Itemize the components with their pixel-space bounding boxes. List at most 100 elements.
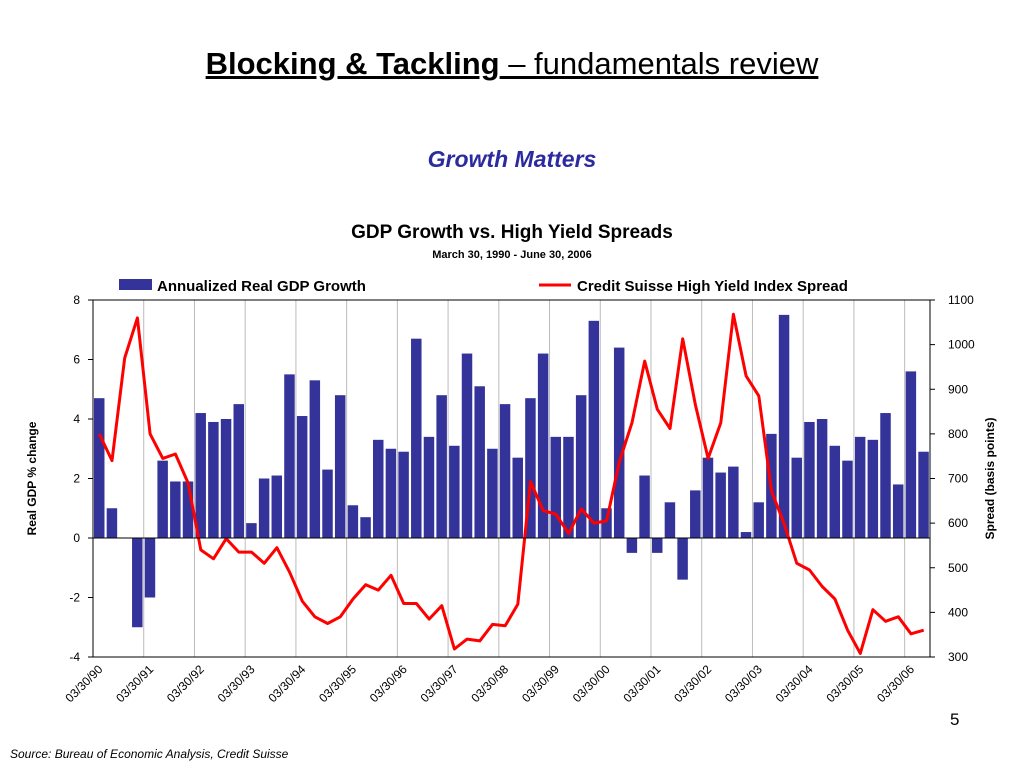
x-tick-label: 03/30/05 (823, 662, 866, 705)
gdp-bar (867, 439, 879, 538)
right-axis-title: Spread (basis points) (983, 417, 997, 539)
x-tick-label: 03/30/02 (671, 662, 714, 705)
gdp-bar (728, 466, 739, 538)
gdp-bar (816, 419, 828, 538)
gdp-bar (664, 502, 676, 538)
left-axis-tick-label: 2 (73, 472, 80, 486)
chart-subtitle: March 30, 1990 - June 30, 2006 (432, 249, 592, 261)
right-axis-tick-label: 400 (948, 605, 968, 619)
x-tick-label: 03/30/01 (621, 662, 664, 705)
gdp-bar (880, 413, 891, 538)
gdp-bar (854, 436, 866, 538)
x-tick-label: 03/30/99 (519, 662, 562, 705)
gdp-bar (740, 532, 752, 538)
gdp-bar (423, 436, 435, 538)
gdp-bar (461, 353, 473, 538)
slide-title: Blocking & Tackling – fundamentals revie… (0, 46, 1024, 82)
x-tick-label: 03/30/90 (63, 662, 106, 705)
gdp-bar (195, 413, 206, 538)
gdp-bar (258, 478, 270, 538)
gdp-bar (334, 395, 346, 538)
legend-bar-label: Annualized Real GDP Growth (157, 278, 366, 295)
chart-title: GDP Growth vs. High Yield Spreads (351, 222, 673, 243)
right-axis-tick-label: 500 (948, 561, 968, 575)
x-tick-label: 03/30/04 (773, 662, 816, 705)
gdp-bar (309, 380, 321, 538)
gdp-bar (144, 538, 156, 598)
x-tick-label: 03/30/91 (113, 662, 156, 705)
gdp-bar (525, 398, 536, 538)
gdp-bar (411, 338, 422, 538)
gdp-bar (398, 451, 409, 538)
gdp-bar (753, 502, 764, 538)
gdp-bar (385, 448, 397, 538)
gdp-bar (360, 517, 371, 538)
gdp-bar (220, 419, 232, 538)
left-axis-tick-label: 4 (73, 412, 80, 426)
page-number: 5 (950, 710, 960, 729)
slide-title-rest: – fundamentals review (499, 46, 819, 81)
x-tick-label: 03/30/06 (874, 662, 917, 705)
right-axis-tick-label: 300 (948, 650, 968, 664)
gdp-bar (132, 538, 143, 628)
gdp-bar (512, 457, 523, 538)
gdp-bar (778, 314, 790, 538)
gdp-bar (436, 395, 447, 538)
gdp-bar (601, 508, 612, 538)
gdp-bar (842, 460, 853, 538)
gdp-bar (157, 460, 168, 538)
gdp-bar (94, 398, 105, 538)
x-tick-label: 03/30/96 (367, 662, 410, 705)
x-tick-label: 03/30/95 (316, 662, 359, 705)
slide-subtitle: Growth Matters (427, 146, 597, 172)
spread-line (97, 312, 925, 655)
right-axis-tick-label: 700 (948, 472, 968, 486)
source-note: Source: Bureau of Economic Analysis, Cre… (10, 747, 289, 761)
gdp-bar (499, 404, 511, 538)
gdp-bar (715, 472, 726, 538)
gdp-bar (296, 416, 308, 538)
right-axis-tick-label: 800 (948, 427, 968, 441)
gdp-bar (373, 439, 384, 538)
gdp-bar (804, 421, 815, 538)
gdp-spread-chart: -4 -2 0 2 4 6 8 300 400 500 600 700 800 900 1000 1100 Re… (25, 278, 997, 705)
gdp-bar (652, 538, 663, 553)
legend: Annualized Real GDP Growth Credit Suisse … (119, 278, 848, 295)
x-tick-label: 03/30/93 (215, 662, 258, 705)
x-tick-label: 03/30/98 (468, 662, 511, 705)
gdp-bar (918, 451, 929, 538)
gdp-bar (246, 523, 257, 538)
x-tick-label: 03/30/92 (164, 662, 207, 705)
legend-bar-swatch (119, 279, 152, 290)
gdp-bar (284, 374, 295, 538)
gdp-bar (322, 469, 333, 538)
left-axis-tick-label: 8 (73, 293, 80, 307)
gdp-bar (905, 371, 917, 538)
right-axis-tick-label: 1000 (948, 338, 975, 352)
left-axis-tick-label: -4 (69, 650, 80, 664)
x-tick-label: 03/30/00 (570, 662, 613, 705)
right-axis-tick-label: 600 (948, 516, 968, 530)
gdp-bar (347, 505, 359, 538)
gdp-bar (563, 436, 574, 538)
left-axis-tick-label: -2 (69, 591, 80, 605)
x-tick-label: 03/30/97 (418, 662, 461, 705)
right-axis-tick-label: 1100 (948, 293, 974, 307)
gdp-bar (474, 386, 485, 538)
gdp-bar (588, 320, 600, 538)
gdp-bar (613, 347, 625, 538)
gdp-bar (575, 395, 587, 538)
gdp-bar (170, 481, 181, 538)
x-tick-label: 03/30/03 (722, 662, 765, 705)
left-axis-title: Real GDP % change (25, 421, 39, 535)
gdp-bar (829, 445, 841, 538)
gdp-bar (690, 490, 701, 538)
left-axis-tick-label: 6 (73, 353, 80, 367)
spread-line-group (97, 312, 925, 655)
legend-line-label: Credit Suisse High Yield Index Spread (577, 278, 848, 295)
gdp-bar (233, 404, 244, 538)
right-axis-tick-label: 900 (948, 382, 968, 396)
gdp-bar (550, 436, 562, 538)
gdp-bar (702, 457, 714, 538)
gdp-bars (94, 314, 929, 628)
